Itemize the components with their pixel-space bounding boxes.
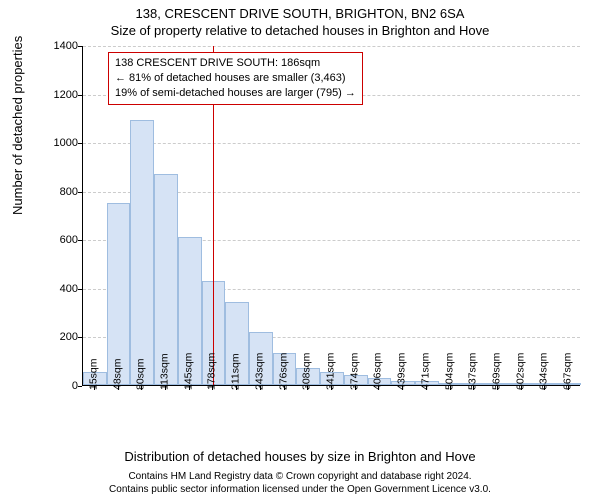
x-tick-label: 243sqm — [254, 353, 265, 390]
y-tick-label: 200 — [30, 332, 78, 342]
x-tick-label: 569sqm — [492, 353, 503, 390]
gridline — [83, 46, 580, 47]
x-tick-label: 341sqm — [326, 353, 337, 390]
x-tick-label: 667sqm — [563, 353, 574, 390]
footnote-line-2: Contains public sector information licen… — [0, 483, 600, 496]
gridline — [83, 143, 580, 144]
y-tick-mark — [78, 337, 82, 338]
y-tick-label: 1200 — [30, 90, 78, 100]
info-box-line: 138 CRESCENT DRIVE SOUTH: 186sqm — [115, 56, 356, 71]
y-tick-mark — [78, 240, 82, 241]
x-tick-label: 308sqm — [302, 353, 313, 390]
x-tick-label: 178sqm — [207, 353, 218, 390]
x-tick-label: 602sqm — [515, 353, 526, 390]
x-tick-label: 439sqm — [397, 353, 408, 390]
y-tick-label: 400 — [30, 284, 78, 294]
chart-container: 020040060080010001200140015sqm48sqm80sqm… — [30, 46, 585, 421]
x-tick-label: 145sqm — [183, 353, 194, 390]
y-tick-mark — [78, 95, 82, 96]
y-tick-label: 600 — [30, 235, 78, 245]
y-tick-mark — [78, 46, 82, 47]
y-tick-mark — [78, 143, 82, 144]
page-subtitle: Size of property relative to detached ho… — [0, 21, 600, 38]
x-tick-label: 211sqm — [231, 353, 242, 390]
y-tick-mark — [78, 386, 82, 387]
y-tick-label: 1400 — [30, 41, 78, 51]
x-tick-label: 634sqm — [539, 353, 550, 390]
y-tick-label: 0 — [30, 381, 78, 391]
y-tick-label: 800 — [30, 187, 78, 197]
x-axis-label: Distribution of detached houses by size … — [0, 449, 600, 464]
x-tick-label: 537sqm — [468, 353, 479, 390]
x-tick-label: 471sqm — [420, 353, 431, 390]
x-tick-label: 113sqm — [160, 353, 171, 390]
info-box: 138 CRESCENT DRIVE SOUTH: 186sqm← 81% of… — [108, 52, 363, 105]
x-tick-label: 374sqm — [349, 353, 360, 390]
page-title: 138, CRESCENT DRIVE SOUTH, BRIGHTON, BN2… — [0, 0, 600, 21]
footnote: Contains HM Land Registry data © Crown c… — [0, 470, 600, 496]
y-axis-label: Number of detached properties — [10, 36, 25, 215]
x-tick-label: 276sqm — [278, 353, 289, 390]
y-tick-mark — [78, 192, 82, 193]
x-tick-label: 80sqm — [136, 358, 147, 390]
y-tick-mark — [78, 289, 82, 290]
x-tick-label: 504sqm — [444, 353, 455, 390]
info-box-line: 19% of semi-detached houses are larger (… — [115, 86, 356, 101]
y-tick-label: 1000 — [30, 138, 78, 148]
x-tick-label: 406sqm — [373, 353, 384, 390]
x-tick-label: 48sqm — [112, 358, 123, 390]
footnote-line-1: Contains HM Land Registry data © Crown c… — [0, 470, 600, 483]
histogram-bar — [130, 120, 154, 385]
info-box-line: ← 81% of detached houses are smaller (3,… — [115, 71, 356, 86]
x-tick-label: 15sqm — [88, 358, 99, 390]
